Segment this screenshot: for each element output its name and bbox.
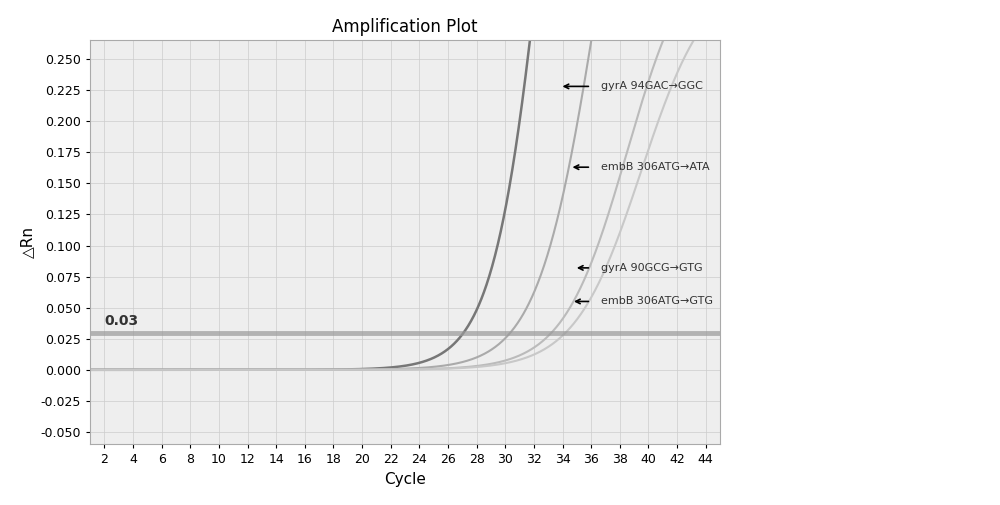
Text: embB 306ATG→GTG: embB 306ATG→GTG [576,296,713,307]
Text: 0.03: 0.03 [104,314,138,328]
Text: embB 306ATG→ATA: embB 306ATG→ATA [574,162,710,172]
Title: Amplification Plot: Amplification Plot [332,18,478,36]
X-axis label: Cycle: Cycle [384,472,426,487]
Text: gyrA 90GCG→GTG: gyrA 90GCG→GTG [579,263,703,273]
Y-axis label: △Rn: △Rn [20,226,35,259]
Text: gyrA 94GAC→GGC: gyrA 94GAC→GGC [564,81,703,91]
